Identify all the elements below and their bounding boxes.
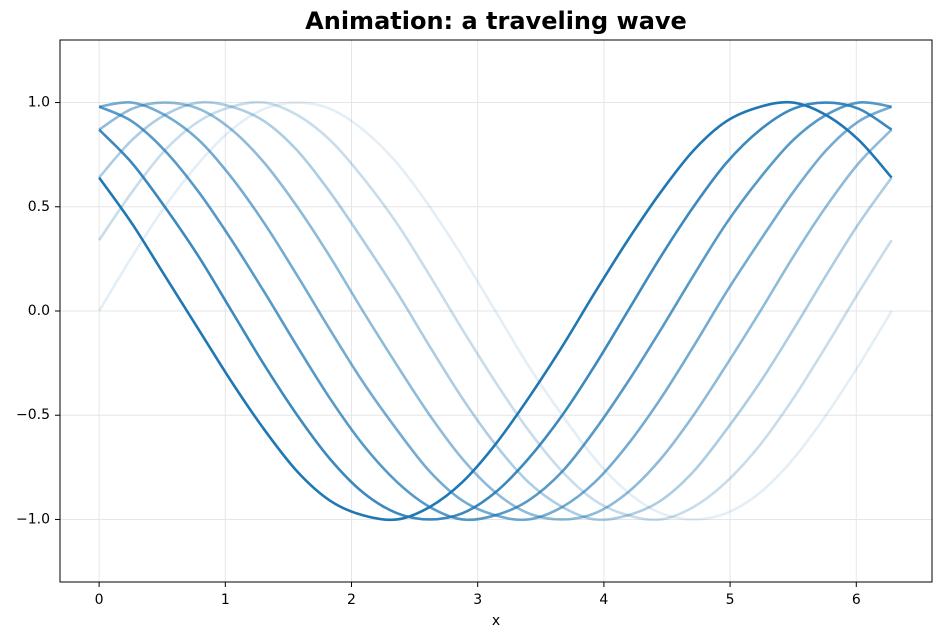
x-tick-label: 1 [221, 592, 230, 608]
y-tick-label: 0.0 [28, 303, 50, 319]
x-tick-label: 6 [852, 592, 861, 608]
x-tick-label: 2 [347, 592, 356, 608]
y-tick-label: −0.5 [16, 407, 50, 423]
wave-line [98, 100, 893, 522]
x-axis-label: x [492, 613, 500, 629]
wave-line [98, 101, 893, 521]
x-tick-label: 5 [726, 592, 735, 608]
chart-title: Animation: a traveling wave [305, 7, 687, 35]
x-tick-label: 0 [95, 592, 104, 608]
x-tick-label: 3 [473, 592, 482, 608]
plot-frame [59, 39, 933, 583]
wave-line [98, 100, 892, 522]
y-tick-label: −1.0 [16, 511, 50, 527]
y-tick-label: 0.5 [28, 199, 50, 215]
wave-line [98, 100, 893, 522]
y-tick-label: 1.0 [28, 95, 50, 111]
x-tick-label: 4 [599, 592, 608, 608]
